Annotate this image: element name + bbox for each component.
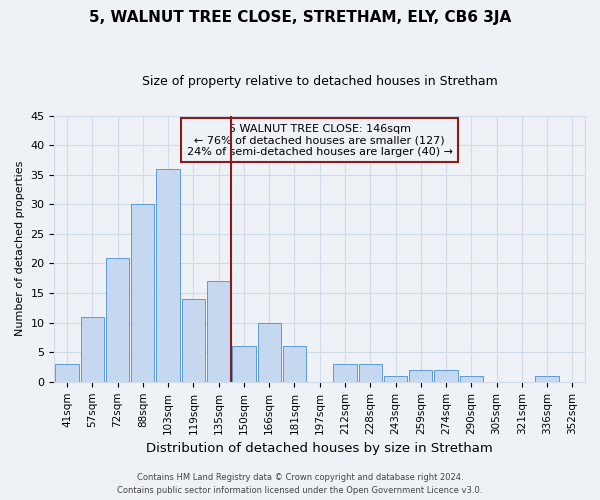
Bar: [409, 370, 433, 382]
Bar: [55, 364, 79, 382]
Bar: [283, 346, 306, 382]
Title: Size of property relative to detached houses in Stretham: Size of property relative to detached ho…: [142, 75, 497, 88]
Text: 5, WALNUT TREE CLOSE, STRETHAM, ELY, CB6 3JA: 5, WALNUT TREE CLOSE, STRETHAM, ELY, CB6…: [89, 10, 511, 25]
Bar: [359, 364, 382, 382]
Bar: [384, 376, 407, 382]
Bar: [80, 316, 104, 382]
Bar: [535, 376, 559, 382]
Text: 5 WALNUT TREE CLOSE: 146sqm
← 76% of detached houses are smaller (127)
24% of se: 5 WALNUT TREE CLOSE: 146sqm ← 76% of det…: [187, 124, 453, 156]
Bar: [334, 364, 356, 382]
Bar: [131, 204, 154, 382]
Bar: [106, 258, 129, 382]
Y-axis label: Number of detached properties: Number of detached properties: [15, 161, 25, 336]
Bar: [157, 169, 180, 382]
Text: Contains HM Land Registry data © Crown copyright and database right 2024.
Contai: Contains HM Land Registry data © Crown c…: [118, 474, 482, 495]
X-axis label: Distribution of detached houses by size in Stretham: Distribution of detached houses by size …: [146, 442, 493, 455]
Bar: [182, 299, 205, 382]
Bar: [434, 370, 458, 382]
Bar: [207, 281, 230, 382]
Bar: [257, 322, 281, 382]
Bar: [232, 346, 256, 382]
Bar: [460, 376, 483, 382]
